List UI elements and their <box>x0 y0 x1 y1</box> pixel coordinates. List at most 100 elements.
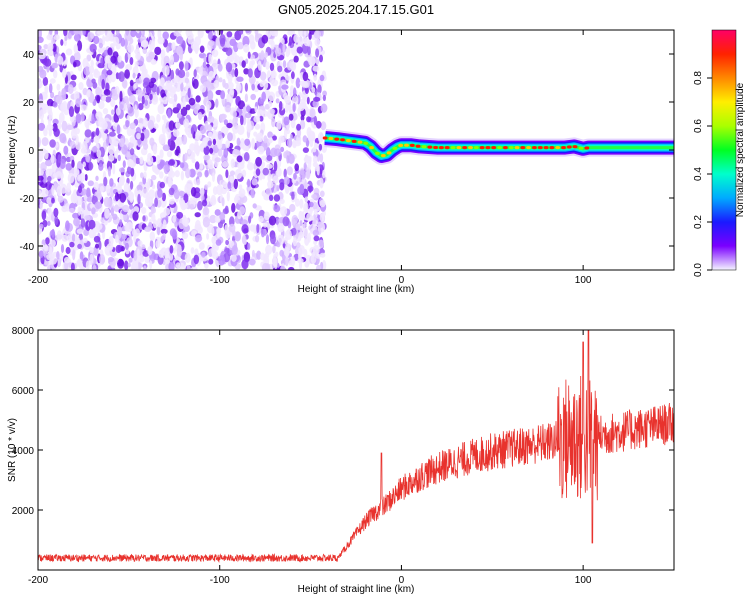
snr-panel: -200 -100 0 100 2000 4000 6000 8000 Height of … <box>7 326 675 595</box>
noise-speck <box>107 154 115 162</box>
noise-speck <box>253 224 257 235</box>
noise-speck <box>147 178 152 187</box>
noise-speck <box>151 213 156 223</box>
noise-speck <box>44 85 49 95</box>
noise-speck <box>242 35 250 47</box>
noise-speck <box>247 178 251 188</box>
noise-speck <box>318 239 325 249</box>
noise-speck <box>255 235 260 243</box>
noise-speck <box>194 223 202 231</box>
noise-speck <box>220 30 224 36</box>
noise-speck <box>298 231 305 239</box>
noise-speck <box>53 69 58 79</box>
noise-speck <box>42 76 49 87</box>
noise-speck <box>218 254 226 266</box>
noise-speck <box>317 84 322 94</box>
noise-speck <box>43 244 49 252</box>
noise-speck <box>130 180 134 190</box>
noise-speck <box>265 234 270 245</box>
noise-speck <box>149 260 153 270</box>
noise-speck <box>301 81 306 88</box>
noise-speck <box>313 73 318 82</box>
noise-speck <box>105 76 112 84</box>
noise-speck <box>307 232 311 243</box>
noise-speck <box>296 242 301 248</box>
snr-y-axis: 2000 4000 6000 8000 <box>12 326 674 517</box>
noise-speck <box>254 123 261 130</box>
noise-speck <box>207 115 215 123</box>
snr-y-label: SNR (10 * v/v) <box>7 418 18 482</box>
noise-speck <box>161 114 167 121</box>
noise-speck <box>173 75 179 84</box>
noise-speck <box>95 127 100 136</box>
noise-speck <box>181 232 189 240</box>
ridge-hotspot <box>433 145 438 150</box>
noise-speck <box>241 60 246 68</box>
noise-speck <box>277 65 283 73</box>
noise-speck <box>49 168 53 175</box>
noise-speck <box>190 247 195 254</box>
noise-speck <box>206 104 210 113</box>
noise-speck <box>86 122 90 131</box>
noise-speck <box>312 201 318 210</box>
noise-speck <box>275 167 282 178</box>
noise-speck <box>307 46 311 56</box>
noise-speck <box>136 248 140 258</box>
noise-speck <box>193 69 197 78</box>
noise-speck <box>39 200 43 211</box>
noise-speck <box>92 145 98 153</box>
noise-speck <box>302 135 308 143</box>
noise-speck <box>271 79 279 87</box>
noise-speck <box>115 192 119 202</box>
colorbar: 0.0 0.2 0.4 0.6 0.8 Normalized spectral ampl… <box>693 29 746 277</box>
noise-speck <box>114 150 119 159</box>
noise-speck <box>275 217 280 225</box>
noise-speck <box>313 30 321 39</box>
noise-speck <box>41 137 49 147</box>
noise-speck <box>141 207 147 214</box>
noise-speck <box>267 131 273 139</box>
noise-speck <box>46 66 50 73</box>
noise-speck <box>312 100 319 108</box>
noise-speck <box>243 43 250 53</box>
noise-speck <box>69 241 75 248</box>
noise-speck <box>284 256 289 267</box>
noise-speck <box>261 110 269 117</box>
colorbar-tick-label: 0.6 <box>693 119 704 133</box>
noise-speck <box>202 81 210 88</box>
noise-speck <box>46 98 54 107</box>
noise-speck <box>108 131 116 137</box>
noise-speck <box>211 227 215 236</box>
noise-speck <box>67 32 72 39</box>
noise-speck <box>149 231 155 241</box>
noise-speck <box>244 82 248 92</box>
noise-speck <box>56 83 61 91</box>
ridge-hotspot <box>503 146 508 150</box>
noise-speck <box>223 148 229 159</box>
noise-speck <box>225 104 231 113</box>
noise-speck <box>56 230 63 241</box>
noise-speck <box>254 32 259 43</box>
ridge-hotspot <box>508 146 514 150</box>
noise-speck <box>124 260 129 270</box>
noise-speck <box>99 254 106 265</box>
noise-speck <box>160 247 168 256</box>
noise-speck <box>133 82 138 89</box>
ridge-hotspot <box>520 146 526 150</box>
noise-speck <box>66 182 71 193</box>
noise-speck <box>142 117 148 128</box>
noise-speck <box>282 43 286 54</box>
colorbar-label: Normalized spectral amplitude <box>735 82 746 217</box>
noise-speck <box>151 94 159 105</box>
noise-speck <box>167 138 172 147</box>
noise-speck <box>117 154 122 162</box>
heatmap-y-tick-label: 40 <box>23 50 35 61</box>
noise-speck <box>197 200 203 211</box>
noise-speck <box>129 136 136 144</box>
noise-speck <box>151 207 156 214</box>
noise-speck <box>45 159 53 167</box>
noise-speck <box>130 262 136 270</box>
noise-speck <box>227 181 231 190</box>
noise-speck <box>279 182 285 191</box>
noise-speck <box>65 48 73 56</box>
